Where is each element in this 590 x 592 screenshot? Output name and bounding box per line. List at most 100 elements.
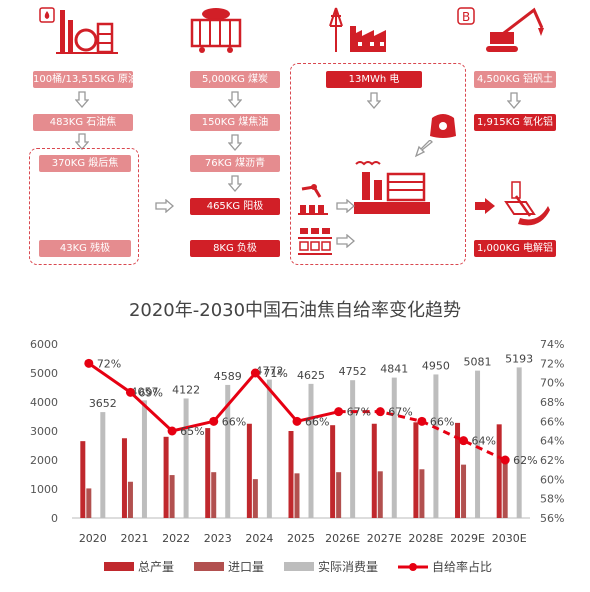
bar-0 <box>330 425 336 518</box>
aluminum-ingot-icon <box>504 181 550 226</box>
bar-2 <box>141 400 147 518</box>
legend-label: 实际消费量 <box>318 559 378 574</box>
line-point <box>209 416 219 426</box>
bar-1 <box>419 469 425 518</box>
bar-0 <box>121 438 127 518</box>
refinery-icon <box>39 7 118 54</box>
y-right-tick-label: 66% <box>540 415 564 428</box>
y-right-tick-label: 56% <box>540 512 564 525</box>
legend-label: 总产量 <box>138 560 174 574</box>
bauxite-excavator-icon: B <box>457 7 544 52</box>
x-tick-label: 2020 <box>79 532 107 545</box>
bar-2 <box>100 412 106 518</box>
line-data-label: 69% <box>138 386 162 399</box>
electrolyzer-icon <box>354 161 430 214</box>
legend-label: 自给率占比 <box>432 559 492 574</box>
line-point <box>375 407 385 417</box>
coal-pitch-box: 76KG 煤沥青 <box>190 155 280 172</box>
bar-2 <box>350 380 356 518</box>
line-data-label: 66% <box>305 415 329 428</box>
bar-1 <box>169 475 175 518</box>
bar-0 <box>205 428 211 518</box>
solid-right-arrow-icon <box>475 198 495 214</box>
bar-1 <box>127 481 133 518</box>
bar-1 <box>252 479 258 518</box>
bar-data-label: 4122 <box>172 383 200 396</box>
y-right-tick-label: 72% <box>540 357 564 370</box>
power-plant-icon <box>329 7 386 52</box>
y-left-tick-label: 6000 <box>30 338 58 351</box>
bar-2 <box>475 370 481 518</box>
bar-0 <box>80 441 86 518</box>
bar-1 <box>211 472 217 518</box>
line-point <box>250 368 260 378</box>
line-point <box>459 436 469 446</box>
bar-2 <box>183 398 189 518</box>
bar-0 <box>371 423 377 518</box>
line-data-label: 62% <box>513 454 537 467</box>
down-arrow-icon <box>228 134 242 151</box>
electrolysis-dashed-group <box>290 63 466 265</box>
line-data-label: 66% <box>222 415 246 428</box>
y-right-tick-label: 60% <box>540 473 564 486</box>
cathode-box: 8KG 负极 <box>190 240 280 257</box>
x-tick-label: 2023 <box>204 532 232 545</box>
bar-data-label: 4057 <box>130 385 158 398</box>
down-arrow-icon <box>228 175 242 192</box>
right-arrow-icon <box>155 199 174 213</box>
anode-box: 465KG 阳极 <box>190 198 280 215</box>
bar-2 <box>516 367 522 518</box>
y-left-tick-label: 1000 <box>30 483 58 496</box>
svg-text:B: B <box>462 10 470 24</box>
bar-0 <box>288 431 294 518</box>
legend-swatch <box>284 562 314 571</box>
line-data-label: 67% <box>347 406 371 419</box>
bar-2 <box>308 383 314 518</box>
crude-oil-box: 100桶/13,515KG 原油 <box>33 71 138 88</box>
bar-2 <box>391 377 397 518</box>
coal-wagon-icon <box>190 8 242 53</box>
right-arrow-icon <box>336 199 355 213</box>
chart-svg: 010002000300040005000600056%58%60%62%64%… <box>30 338 564 574</box>
line-point <box>500 455 510 465</box>
line-point <box>125 387 135 397</box>
y-right-tick-label: 64% <box>540 435 564 448</box>
y-right-tick-label: 70% <box>540 377 564 390</box>
calcined-coke-box: 370KG 煅后焦 <box>39 155 131 172</box>
chart-title: 2020年-2030中国石油焦自给率变化趋势 <box>128 300 462 321</box>
x-tick-label: 2026E <box>325 532 360 545</box>
x-tick-label: 2028E <box>408 532 443 545</box>
bar-data-label: 4625 <box>297 369 325 382</box>
line-data-label: 64% <box>472 435 496 448</box>
line-data-label: 71% <box>263 367 287 380</box>
line-point <box>84 358 94 368</box>
down-arrow-icon <box>367 92 381 109</box>
coal-tar-box: 150KG 煤焦油 <box>190 114 280 131</box>
x-tick-label: 2024 <box>245 532 273 545</box>
electricity-box: 13MWh 电 <box>326 71 422 88</box>
y-right-tick-label: 68% <box>540 396 564 409</box>
y-left-tick-label: 0 <box>51 512 58 525</box>
y-left-tick-label: 4000 <box>30 396 58 409</box>
bar-0 <box>455 422 461 518</box>
diagonal-arrow-icon <box>414 140 433 158</box>
line-point <box>334 407 344 417</box>
bar-2 <box>266 379 272 518</box>
electrolytic-aluminum-box: 1,000KG 电解铝 <box>474 240 556 257</box>
down-arrow-icon <box>228 91 242 108</box>
x-tick-label: 2029E <box>450 532 485 545</box>
y-right-tick-label: 62% <box>540 454 564 467</box>
down-arrow-icon <box>75 133 89 150</box>
line-point <box>417 416 427 426</box>
bar-1 <box>502 460 508 518</box>
down-arrow-icon <box>75 91 89 108</box>
coal-box: 5,000KG 煤炭 <box>190 71 280 88</box>
down-arrow-icon <box>507 92 521 109</box>
y-right-tick-label: 58% <box>540 493 564 506</box>
bar-1 <box>294 473 300 518</box>
right-arrow-icon <box>336 234 355 248</box>
y-left-tick-label: 3000 <box>30 425 58 438</box>
bauxite-box: 4,500KG 铝矾土 <box>474 71 556 88</box>
bar-data-label: 4950 <box>422 359 450 372</box>
x-tick-label: 2027E <box>367 532 402 545</box>
